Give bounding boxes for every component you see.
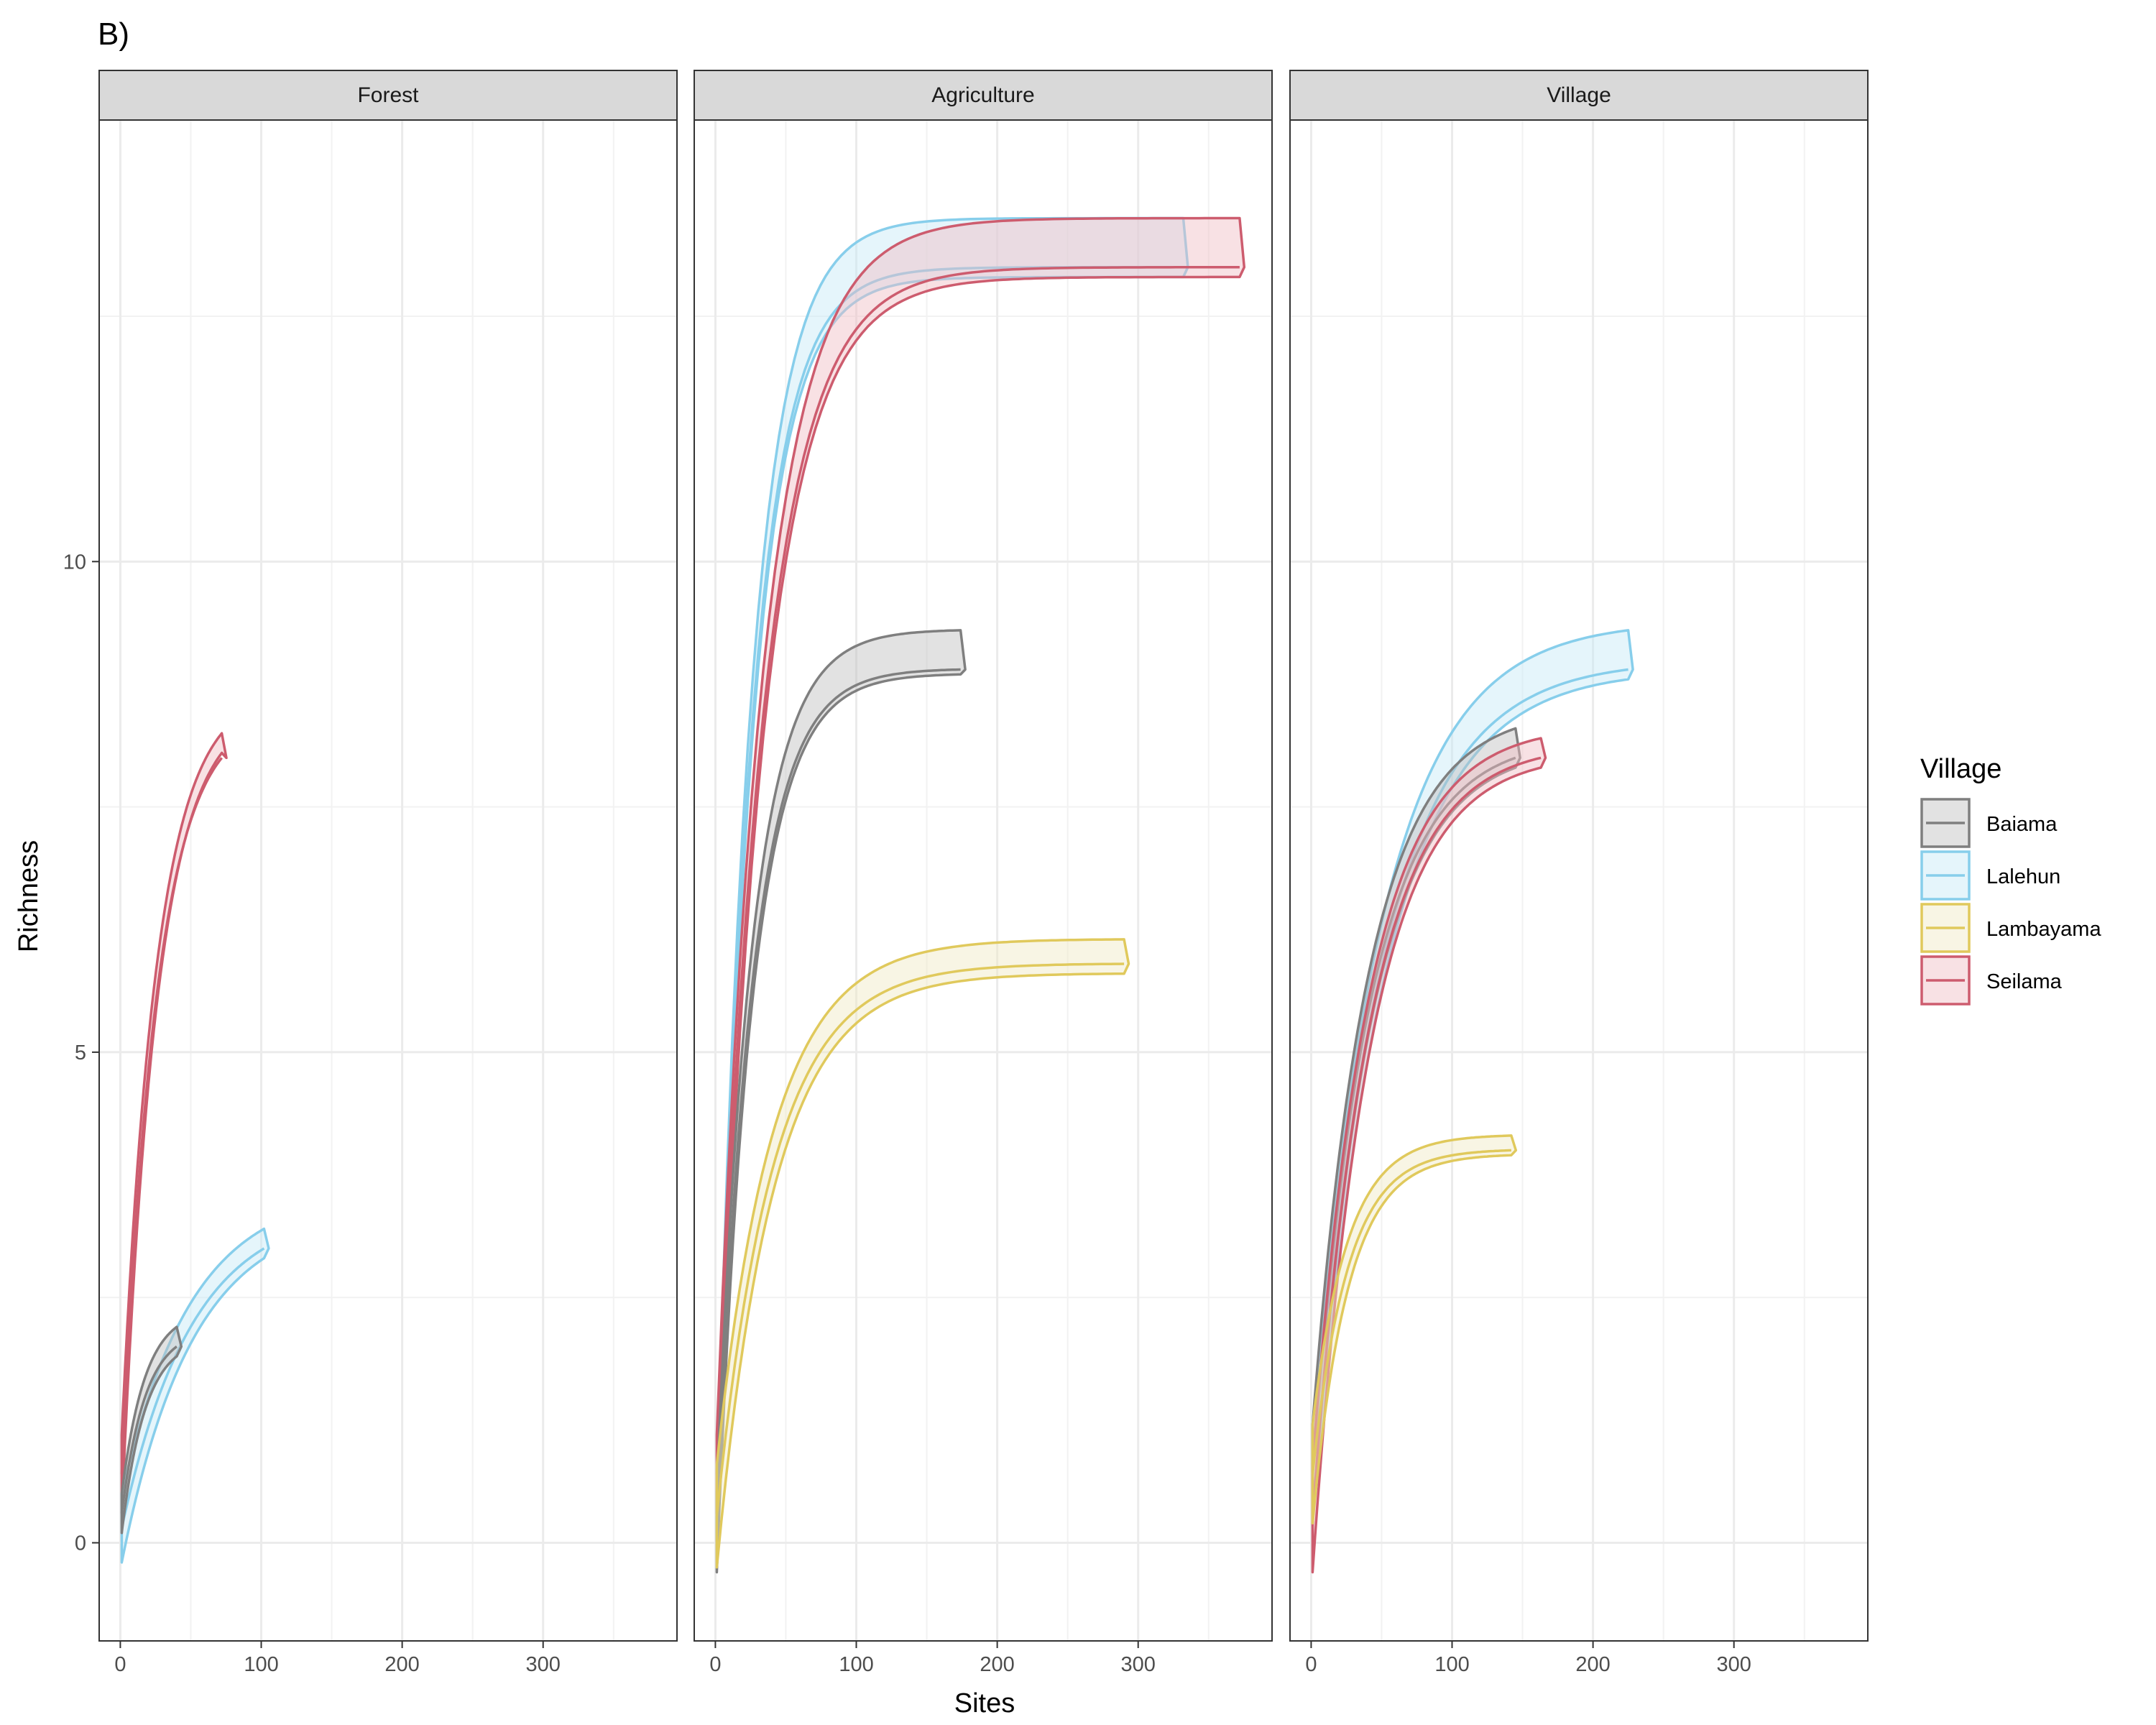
panel-background	[694, 120, 1272, 1641]
y-tick-label: 5	[75, 1041, 86, 1064]
x-tick-label: 200	[384, 1653, 419, 1676]
legend-label: Baiama	[1986, 813, 2058, 836]
legend-keys: Baiama Lalehun Lambayama Seilama	[1922, 799, 2101, 1004]
legend-item-lalehun: Lalehun	[1922, 852, 2060, 899]
panel-village: Village 0 100 200 300	[1290, 70, 1868, 1676]
panel-forest: Forest 0 100 200 300 0 5 10	[63, 70, 677, 1676]
x-tick-label: 200	[980, 1653, 1014, 1676]
legend: Village Baiama Lalehun Lambayama Seilama	[1920, 754, 2101, 1004]
x-tick-label: 300	[1121, 1653, 1156, 1676]
panel-agriculture: Agriculture 0 100 200 300	[694, 70, 1272, 1676]
figure-tag: B)	[98, 17, 129, 52]
x-tick-label: 300	[526, 1653, 561, 1676]
x-tick-label: 0	[709, 1653, 721, 1676]
x-tick-label: 300	[1717, 1653, 1751, 1676]
strip-label-village: Village	[1547, 83, 1611, 107]
legend-label: Lambayama	[1986, 918, 2101, 941]
legend-title: Village	[1920, 754, 2001, 784]
x-tick-label: 100	[1434, 1653, 1469, 1676]
legend-item-baiama: Baiama	[1922, 799, 2058, 847]
strip-label-forest: Forest	[357, 83, 419, 107]
x-axis-title: Sites	[954, 1688, 1015, 1719]
panel-background	[1290, 120, 1868, 1641]
x-tick-label: 100	[839, 1653, 873, 1676]
legend-label: Seilama	[1986, 970, 2063, 993]
legend-item-seilama: Seilama	[1922, 957, 2063, 1004]
y-tick-label: 0	[75, 1532, 86, 1555]
y-axis-title: Richness	[14, 840, 44, 952]
x-tick-label: 0	[1305, 1653, 1317, 1676]
facet-panels: Forest 0 100 200 300 0 5 10 Agriculture 0 100 200 30…	[63, 70, 1868, 1676]
panel-background	[99, 120, 677, 1641]
legend-label: Lalehun	[1986, 865, 2060, 888]
x-tick-label: 200	[1575, 1653, 1610, 1676]
x-tick-label: 0	[114, 1653, 126, 1676]
strip-label-agriculture: Agriculture	[931, 83, 1034, 107]
x-tick-label: 100	[244, 1653, 278, 1676]
y-tick-label: 10	[63, 551, 86, 574]
legend-item-lambayama: Lambayama	[1922, 904, 2101, 952]
